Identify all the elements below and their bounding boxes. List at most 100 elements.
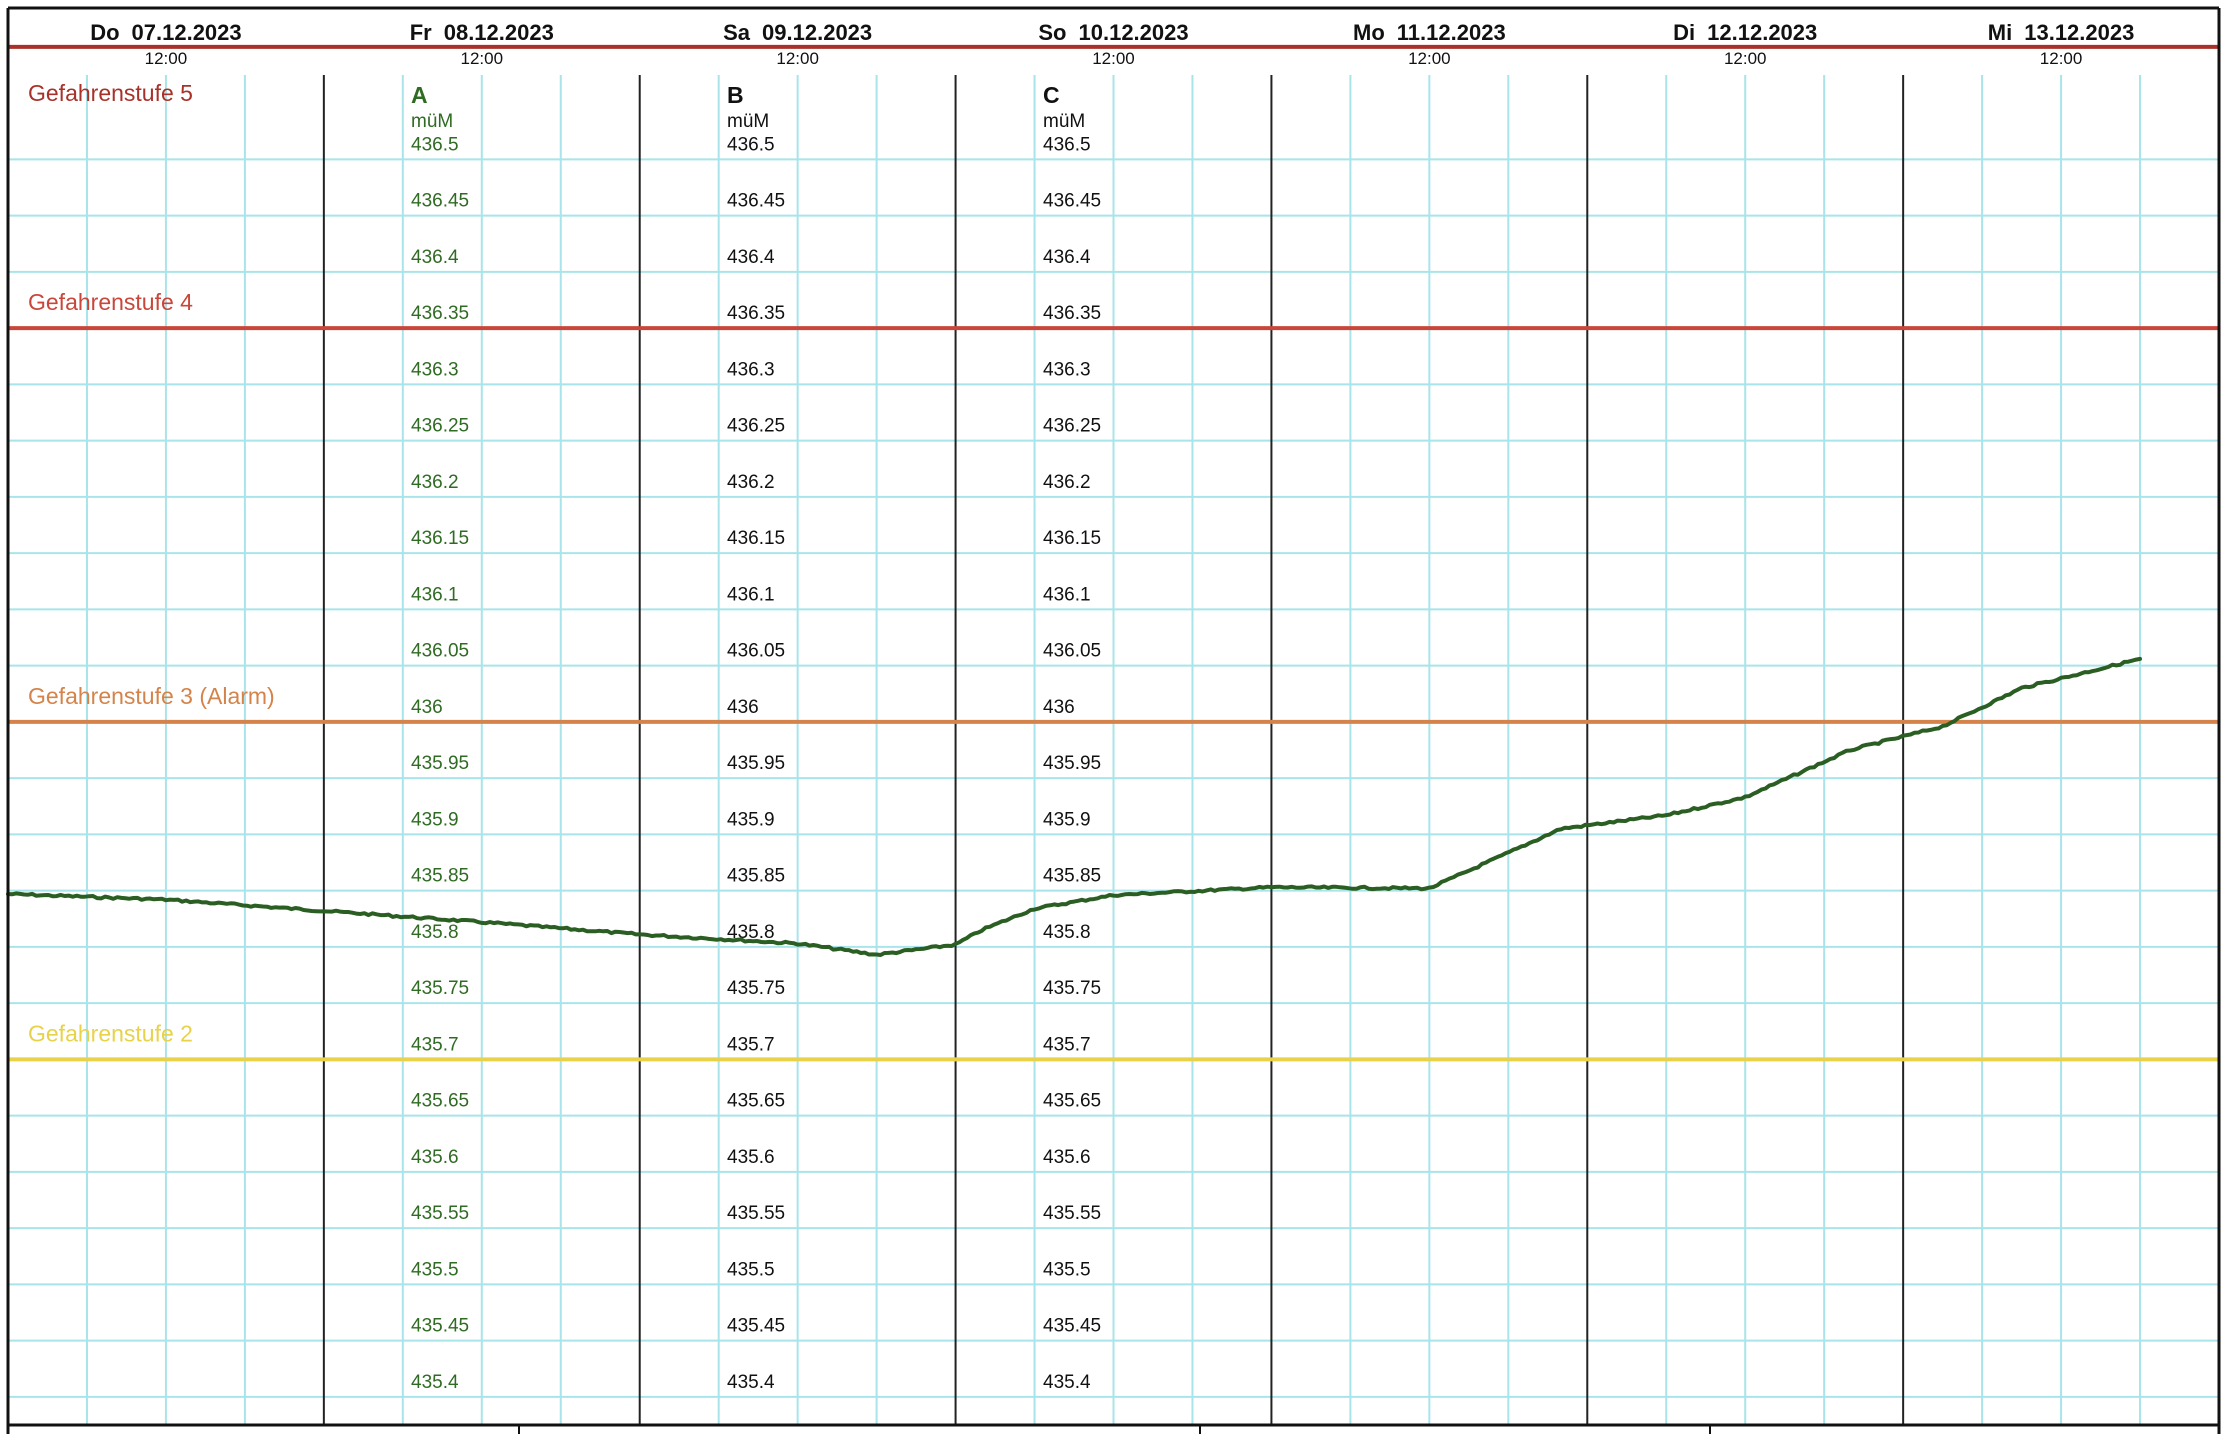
- y-tick-label: 435.75: [727, 978, 785, 999]
- y-tick-label: 435.75: [1043, 978, 1101, 999]
- day-name: Mi: [1988, 20, 2012, 45]
- y-tick-label: 436.4: [1043, 247, 1091, 268]
- y-tick-label: 436.5: [727, 134, 775, 155]
- y-tick-label: 435.7: [1043, 1034, 1091, 1055]
- time-label: 12:00: [145, 49, 188, 68]
- y-tick-label: 435.9: [1043, 809, 1091, 830]
- day-label: Di 12.12.2023: [1673, 20, 1817, 45]
- y-tick-label: 436.05: [1043, 641, 1101, 662]
- day-label: Sa 09.12.2023: [723, 20, 872, 45]
- y-tick-label: 435.45: [727, 1316, 785, 1337]
- y-tick-label: 436: [411, 697, 443, 718]
- y-tick-label: 435.65: [411, 1091, 469, 1112]
- y-tick-label: 435.65: [727, 1091, 785, 1112]
- y-tick-label: 435.4: [727, 1372, 775, 1393]
- y-tick-label: 436.2: [411, 472, 459, 493]
- day-label: Fr 08.12.2023: [410, 20, 554, 45]
- y-tick-label: 436.5: [411, 134, 459, 155]
- day-name: Sa: [723, 20, 751, 45]
- y-tick-label: 435.85: [411, 866, 469, 887]
- threshold-lines: Gefahrenstufe 5 Gefahrenstufe 4 Gefahrenst…: [8, 44, 2219, 1062]
- y-tick-label: 436.2: [1043, 472, 1091, 493]
- y-tick-label: 436.45: [1043, 191, 1101, 212]
- y-tick-label: 436: [1043, 697, 1075, 718]
- y-tick-label: 436.2: [727, 472, 775, 493]
- day-name: Do: [90, 20, 119, 45]
- y-tick-label: 435.95: [727, 753, 785, 774]
- y-tick-label: 435.85: [1043, 866, 1101, 887]
- y-tick-label: 435.45: [411, 1316, 469, 1337]
- y-tick-label: 436.25: [727, 416, 785, 437]
- day-name: Fr: [410, 20, 432, 45]
- y-tick-label: 435.4: [1043, 1372, 1091, 1393]
- y-tick-label: 435.9: [411, 809, 459, 830]
- y-tick-label: 435.9: [727, 809, 775, 830]
- y-tick-label: 436.3: [411, 359, 459, 380]
- y-tick-label: 436.35: [411, 303, 469, 324]
- time-label: 12:00: [1092, 49, 1135, 68]
- y-tick-label: 436.15: [1043, 528, 1101, 549]
- y-tick-label: 435.5: [411, 1259, 459, 1280]
- day-name: Mo: [1353, 20, 1385, 45]
- threshold-label: Gefahrenstufe 2: [28, 1020, 193, 1046]
- y-axis-unit: müM: [411, 111, 453, 132]
- chart-frame: [6, 6, 2221, 1434]
- y-tick-label: 435.8: [1043, 922, 1091, 943]
- day-date: 08.12.2023: [444, 20, 554, 45]
- series-line: [6, 656, 2142, 957]
- y-tick-label: 435.6: [1043, 1147, 1091, 1168]
- y-tick-label: 435.5: [727, 1259, 775, 1280]
- day-label: Mo 11.12.2023: [1353, 20, 1506, 45]
- time-label: 12:00: [461, 49, 504, 68]
- y-tick-label: 435.65: [1043, 1091, 1101, 1112]
- day-date: 12.12.2023: [1707, 20, 1817, 45]
- threshold-label: Gefahrenstufe 5: [28, 80, 193, 106]
- y-tick-label: 435.8: [411, 922, 459, 943]
- day-date: 11.12.2023: [1397, 20, 1506, 45]
- y-tick-label: 436.3: [727, 359, 775, 380]
- threshold-label: Gefahrenstufe 3 (Alarm): [28, 683, 275, 709]
- y-tick-label: 436.05: [727, 641, 785, 662]
- time-label: 12:00: [2040, 49, 2083, 68]
- time-label: 12:00: [776, 49, 819, 68]
- y-tick-label: 436.1: [1043, 584, 1091, 605]
- day-label: So 10.12.2023: [1038, 20, 1188, 45]
- day-label: Mi 13.12.2023: [1988, 20, 2135, 45]
- y-axis-name: C: [1043, 82, 1060, 108]
- grid: [8, 75, 2219, 1425]
- y-tick-label: 435.95: [1043, 753, 1101, 774]
- y-tick-label: 435.7: [411, 1034, 459, 1055]
- y-tick-label: 435.6: [411, 1147, 459, 1168]
- day-label: Do 07.12.2023: [90, 20, 241, 45]
- y-tick-label: 435.45: [1043, 1316, 1101, 1337]
- day-name: Di: [1673, 20, 1695, 45]
- y-tick-label: 436.45: [727, 191, 785, 212]
- day-date: 13.12.2023: [2024, 20, 2134, 45]
- y-axis-name: B: [727, 82, 744, 108]
- day-date: 09.12.2023: [762, 20, 872, 45]
- y-tick-label: 435.5: [1043, 1259, 1091, 1280]
- y-tick-label: 435.7: [727, 1034, 775, 1055]
- y-axis-unit: müM: [1043, 111, 1085, 132]
- time-label: 12:00: [1408, 49, 1451, 68]
- y-tick-label: 436: [727, 697, 759, 718]
- y-tick-label: 436.05: [411, 641, 469, 662]
- y-tick-label: 436.35: [1043, 303, 1101, 324]
- y-tick-label: 436.5: [1043, 134, 1091, 155]
- day-name: So: [1038, 20, 1066, 45]
- threshold-label: Gefahrenstufe 4: [28, 289, 193, 315]
- y-tick-label: 436.35: [727, 303, 785, 324]
- series: [6, 656, 2142, 957]
- y-tick-label: 435.75: [411, 978, 469, 999]
- y-tick-label: 436.25: [411, 416, 469, 437]
- y-tick-label: 435.55: [1043, 1203, 1101, 1224]
- y-tick-label: 436.1: [727, 584, 775, 605]
- y-tick-label: 435.95: [411, 753, 469, 774]
- y-tick-label: 436.4: [727, 247, 775, 268]
- y-tick-label: 436.15: [727, 528, 785, 549]
- y-tick-label: 435.55: [411, 1203, 469, 1224]
- day-date: 10.12.2023: [1079, 20, 1189, 45]
- day-date: 07.12.2023: [132, 20, 242, 45]
